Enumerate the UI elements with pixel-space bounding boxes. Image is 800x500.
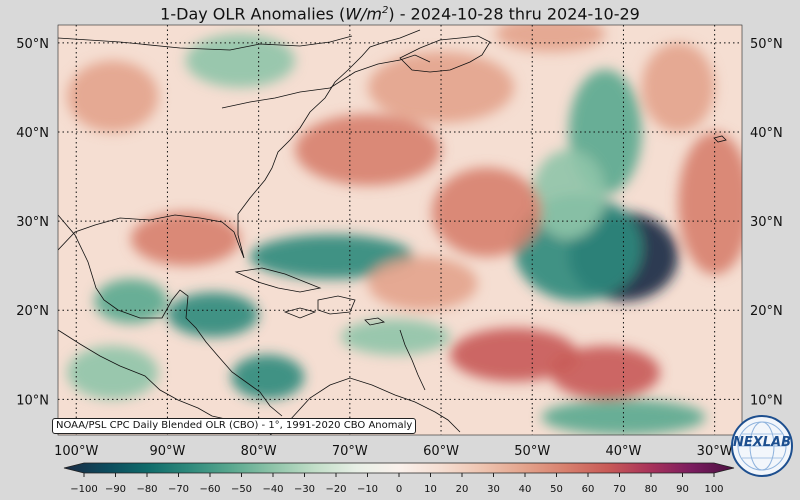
colorbar-tick-label: 80 <box>645 484 658 495</box>
colorbar-tick-label: 10 <box>424 484 437 495</box>
puerto-rico-island <box>364 317 386 326</box>
negative-anomaly-region <box>185 33 296 88</box>
negative-anomaly-region <box>231 354 305 400</box>
colorbar-tick-label: 100 <box>704 484 723 495</box>
latitude-label: 40°N <box>16 126 49 141</box>
latitude-label: 10°N <box>750 393 783 408</box>
mexico-central-america-coast <box>58 214 283 417</box>
hispaniola-island <box>317 295 356 315</box>
us-coastline <box>58 29 421 259</box>
longitude-label: 40°W <box>605 444 641 459</box>
logo-text: NEXLAB <box>732 435 792 450</box>
positive-anomaly-region <box>678 131 742 275</box>
negative-anomaly-region <box>532 149 606 239</box>
positive-anomaly-region <box>130 212 241 266</box>
positive-anomaly-region <box>295 114 442 186</box>
colorbar-tick-label: −30 <box>294 484 315 495</box>
longitude-label: 90°W <box>149 444 185 459</box>
anomaly-field <box>67 25 742 435</box>
nexlab-logo[interactable]: NEXLAB <box>730 414 794 478</box>
colorbar-tick-label: −50 <box>231 484 252 495</box>
map-frame <box>57 24 743 436</box>
longitude-labels: 100°W 90°W 80°W 70°W 60°W 50°W 40°W 30°W <box>54 444 733 459</box>
colorbar-tick-label: −100 <box>70 484 97 495</box>
latitude-labels-right: 50°N 40°N 30°N 20°N 10°N <box>750 37 783 409</box>
jamaica-island <box>283 307 317 319</box>
colorbar-tick-label: −70 <box>168 484 189 495</box>
south-america-north-coast <box>269 377 461 435</box>
longitude-label: 70°W <box>332 444 368 459</box>
pacific-central-america-coast <box>58 329 247 425</box>
data-source-note: NOAA/PSL CPC Daily Blended OLR (CBO) - 1… <box>52 418 417 434</box>
nova-scotia-newfoundland <box>399 35 491 73</box>
colorbar-tick-label: −90 <box>105 484 126 495</box>
colorbar-body <box>63 462 735 474</box>
longitude-label: 50°W <box>514 444 550 459</box>
positive-anomaly-region <box>641 42 715 132</box>
colorbar-tick-label: 20 <box>456 484 469 495</box>
great-lakes-region <box>221 54 431 109</box>
latitude-label: 50°N <box>750 37 783 52</box>
latitude-label: 20°N <box>750 304 783 319</box>
latitude-label: 40°N <box>750 126 783 141</box>
longitude-label: 80°W <box>241 444 277 459</box>
colorbar-tick-label: −80 <box>136 484 157 495</box>
latitude-labels-left: 50°N 40°N 30°N 20°N 10°N <box>16 37 49 409</box>
latitude-label: 30°N <box>16 215 49 230</box>
colorbar-tick-label: 0 <box>396 484 402 495</box>
colorbar-tick-label: −20 <box>325 484 346 495</box>
longitude-label: 30°W <box>697 444 733 459</box>
colorbar-tick-label: 40 <box>519 484 532 495</box>
azores-islands <box>713 135 727 143</box>
colorbar-tick-label: 50 <box>550 484 563 495</box>
colorbar-tick-label: 30 <box>487 484 500 495</box>
graticule <box>58 25 742 435</box>
colorbar-tick-label: −40 <box>262 484 283 495</box>
positive-anomaly-region <box>550 345 660 400</box>
negative-anomaly-region <box>94 279 168 324</box>
chart-title: 1-Day OLR Anomalies (W/m2) - 2024-10-28 … <box>160 4 640 24</box>
colorbar-tick-label: 70 <box>613 484 626 495</box>
positive-anomaly-region <box>431 167 542 257</box>
lesser-antilles-chain <box>399 329 426 391</box>
colorbar-ticks: −100 −90 −80 −70 −60 −50 −40 −30 −20 −10 0 10 20 30 40… <box>70 473 724 495</box>
colorbar: −100 −90 −80 −70 −60 −50 −40 −30 −20 −10 0 10 20 30 40… <box>63 462 735 495</box>
latitude-label: 50°N <box>16 37 49 52</box>
positive-anomaly-region <box>368 256 478 311</box>
positive-anomaly-region <box>67 60 159 132</box>
positive-anomaly-region <box>368 51 514 124</box>
colorbar-tick-label: −60 <box>199 484 220 495</box>
negative-anomaly-region <box>249 234 414 280</box>
positive-anomaly-region <box>495 25 606 52</box>
colorbar-tick-label: 60 <box>582 484 595 495</box>
positive-anomaly-region <box>450 328 578 382</box>
negative-anomaly-region <box>167 292 259 337</box>
latitude-label: 10°N <box>16 393 49 408</box>
latitude-label: 30°N <box>750 215 783 230</box>
negative-anomaly-region <box>340 319 451 355</box>
latitude-label: 20°N <box>16 304 49 319</box>
colorbar-tick-label: −10 <box>357 484 378 495</box>
longitude-label: 100°W <box>54 444 98 459</box>
negative-anomaly-region <box>67 345 159 400</box>
cuba-island <box>234 267 322 293</box>
globe-icon <box>731 415 793 477</box>
colorbar-tick-label: 90 <box>676 484 689 495</box>
longitude-label: 60°W <box>423 444 459 459</box>
